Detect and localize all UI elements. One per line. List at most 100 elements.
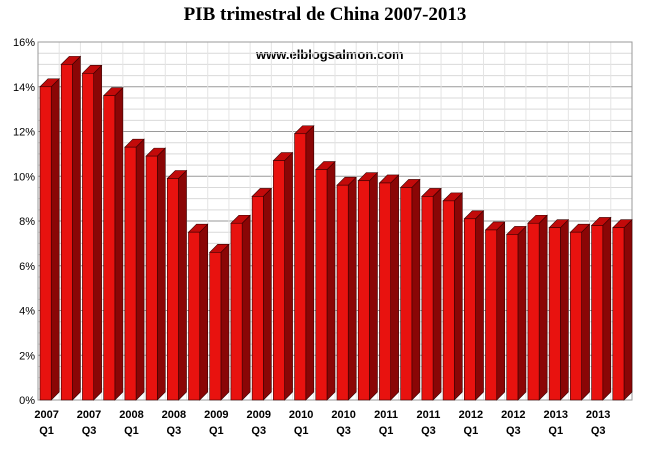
bar-side	[602, 216, 612, 401]
bar-side	[50, 78, 60, 401]
bar-side	[241, 214, 251, 401]
x-tick-year: 2007	[34, 409, 58, 421]
bar-side	[453, 192, 463, 401]
bar-front	[145, 155, 158, 401]
bar-side	[560, 218, 569, 401]
y-tick-label: 0%	[19, 395, 35, 407]
bar	[527, 214, 548, 401]
bar-side	[72, 55, 81, 401]
y-axis: 0% 2% 4% 6% 8% 10% 12% 14% 16%	[13, 37, 35, 407]
bar-side	[432, 187, 442, 401]
x-tick-quarter: Q3	[591, 425, 606, 437]
bar-side	[475, 210, 484, 401]
bar-front	[506, 234, 519, 401]
x-tick-quarter: Q1	[39, 425, 54, 437]
bar	[548, 218, 570, 401]
bars	[39, 55, 633, 401]
bar-front	[463, 218, 476, 401]
y-tick-label: 4%	[19, 306, 35, 318]
x-tick-quarter: Q1	[294, 425, 309, 437]
bar-front	[230, 222, 243, 401]
x-tick-year: 2008	[162, 409, 186, 421]
x-tick-year: 2010	[331, 409, 355, 421]
bar	[590, 216, 612, 401]
x-tick-quarter: Q1	[464, 425, 479, 437]
bar	[39, 78, 60, 401]
y-tick-label: 8%	[19, 216, 35, 228]
bar-front	[612, 227, 625, 401]
bar	[378, 174, 400, 401]
bar-front	[548, 227, 561, 401]
bar-front	[336, 184, 349, 401]
x-tick-quarter: Q3	[251, 425, 266, 437]
bar-side	[326, 160, 336, 401]
x-tick-year: 2013	[544, 409, 568, 421]
x-tick-quarter: Q3	[506, 425, 521, 437]
bar-side	[538, 214, 548, 401]
y-tick-label: 12%	[13, 127, 35, 139]
bar-side	[156, 147, 166, 401]
bar-side	[114, 86, 124, 401]
bar-front	[527, 222, 540, 401]
bar-front	[421, 196, 434, 401]
x-tick-year: 2012	[501, 409, 525, 421]
bar	[145, 147, 167, 401]
bar	[399, 178, 421, 401]
bar	[187, 223, 209, 401]
bar	[166, 169, 188, 401]
bar-front	[570, 231, 582, 401]
bar-front	[315, 169, 328, 401]
bar-side	[411, 178, 421, 401]
bar-front	[103, 95, 116, 401]
bar	[463, 210, 485, 401]
bar-side	[369, 172, 378, 401]
bar-front	[188, 231, 201, 401]
bar	[336, 176, 357, 401]
x-tick-quarter: Q3	[167, 425, 182, 437]
bar-front	[442, 200, 455, 401]
bar-side	[390, 174, 399, 401]
x-axis: 2007 Q1 2007 Q3 2008 Q1 2008 Q3 2009 Q1 2009 Q3 2010…	[34, 409, 610, 437]
bar	[442, 192, 464, 401]
chart-title: PIB trimestral de China 2007-2013	[183, 4, 467, 25]
y-tick-label: 6%	[19, 261, 35, 273]
x-tick-year: 2012	[459, 409, 483, 421]
bar-side	[199, 223, 209, 401]
bar	[230, 214, 251, 401]
x-tick-quarter: Q1	[379, 425, 394, 437]
bar-front	[357, 180, 370, 401]
x-tick-year: 2009	[247, 409, 271, 421]
y-tick-label: 16%	[13, 37, 35, 49]
bar-front	[591, 225, 604, 401]
bar	[60, 55, 82, 401]
x-tick-quarter: Q1	[548, 425, 563, 437]
bar-front	[124, 146, 137, 401]
x-tick-year: 2009	[204, 409, 228, 421]
x-tick-quarter: Q3	[336, 425, 351, 437]
bar-side	[517, 225, 527, 401]
x-tick-quarter: Q1	[124, 425, 139, 437]
x-tick-year: 2010	[289, 409, 313, 421]
bar	[208, 243, 230, 401]
bar-front	[273, 160, 285, 401]
bar-front	[400, 187, 413, 401]
x-tick-year: 2007	[77, 409, 101, 421]
bar	[612, 218, 633, 401]
bar	[569, 223, 591, 401]
x-tick-year: 2011	[417, 409, 441, 421]
bar	[315, 160, 336, 401]
bar	[251, 187, 273, 401]
bar-front	[485, 229, 498, 401]
x-tick-year: 2011	[374, 409, 398, 421]
bar-side	[496, 221, 506, 401]
bar	[421, 187, 442, 401]
bar	[293, 125, 315, 401]
bar	[124, 138, 145, 401]
bar-front	[251, 196, 264, 401]
bar-side	[93, 64, 102, 401]
y-tick-label: 10%	[13, 171, 35, 183]
bar	[484, 221, 506, 401]
bar	[505, 225, 527, 401]
y-tick-label: 14%	[13, 82, 35, 94]
